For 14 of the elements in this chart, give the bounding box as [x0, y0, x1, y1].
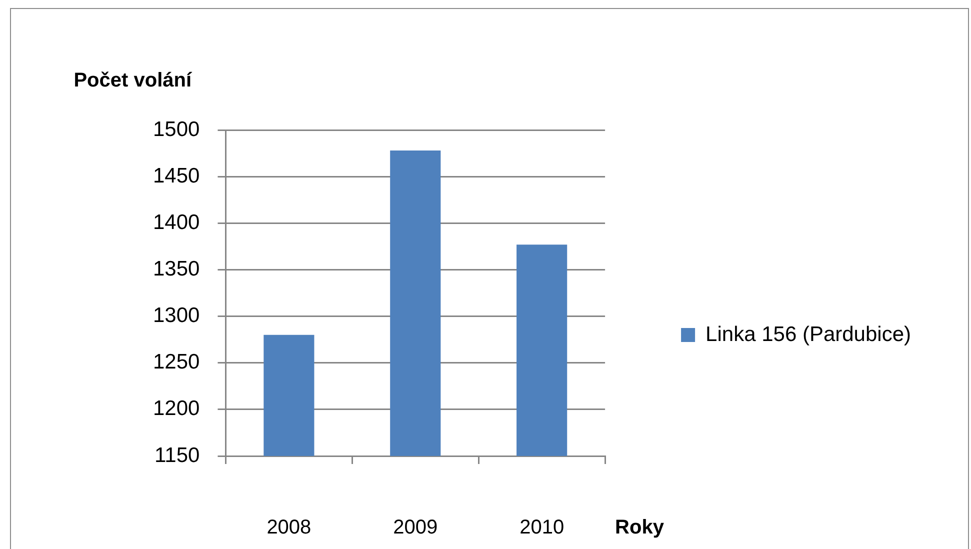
x-axis-title: Roky: [615, 516, 665, 539]
x-tick-label: 2009: [393, 516, 438, 539]
y-axis-title: Počet volání: [74, 70, 193, 92]
y-tick-label: 1450: [153, 164, 200, 188]
y-tick-label: 1200: [153, 397, 200, 420]
y-tick-label: 1400: [153, 210, 200, 234]
x-tick-label: 2008: [266, 516, 312, 539]
y-tick-label: 1500: [153, 118, 200, 141]
y-tick-label: 1250: [153, 350, 200, 374]
y-tick-label: 1300: [153, 304, 200, 328]
x-tick-label: 2010: [520, 516, 564, 539]
y-tick-label: 1150: [154, 444, 200, 467]
legend-label: Linka 156 (Pardubice): [706, 322, 912, 346]
y-tick-label: 1350: [153, 258, 200, 281]
